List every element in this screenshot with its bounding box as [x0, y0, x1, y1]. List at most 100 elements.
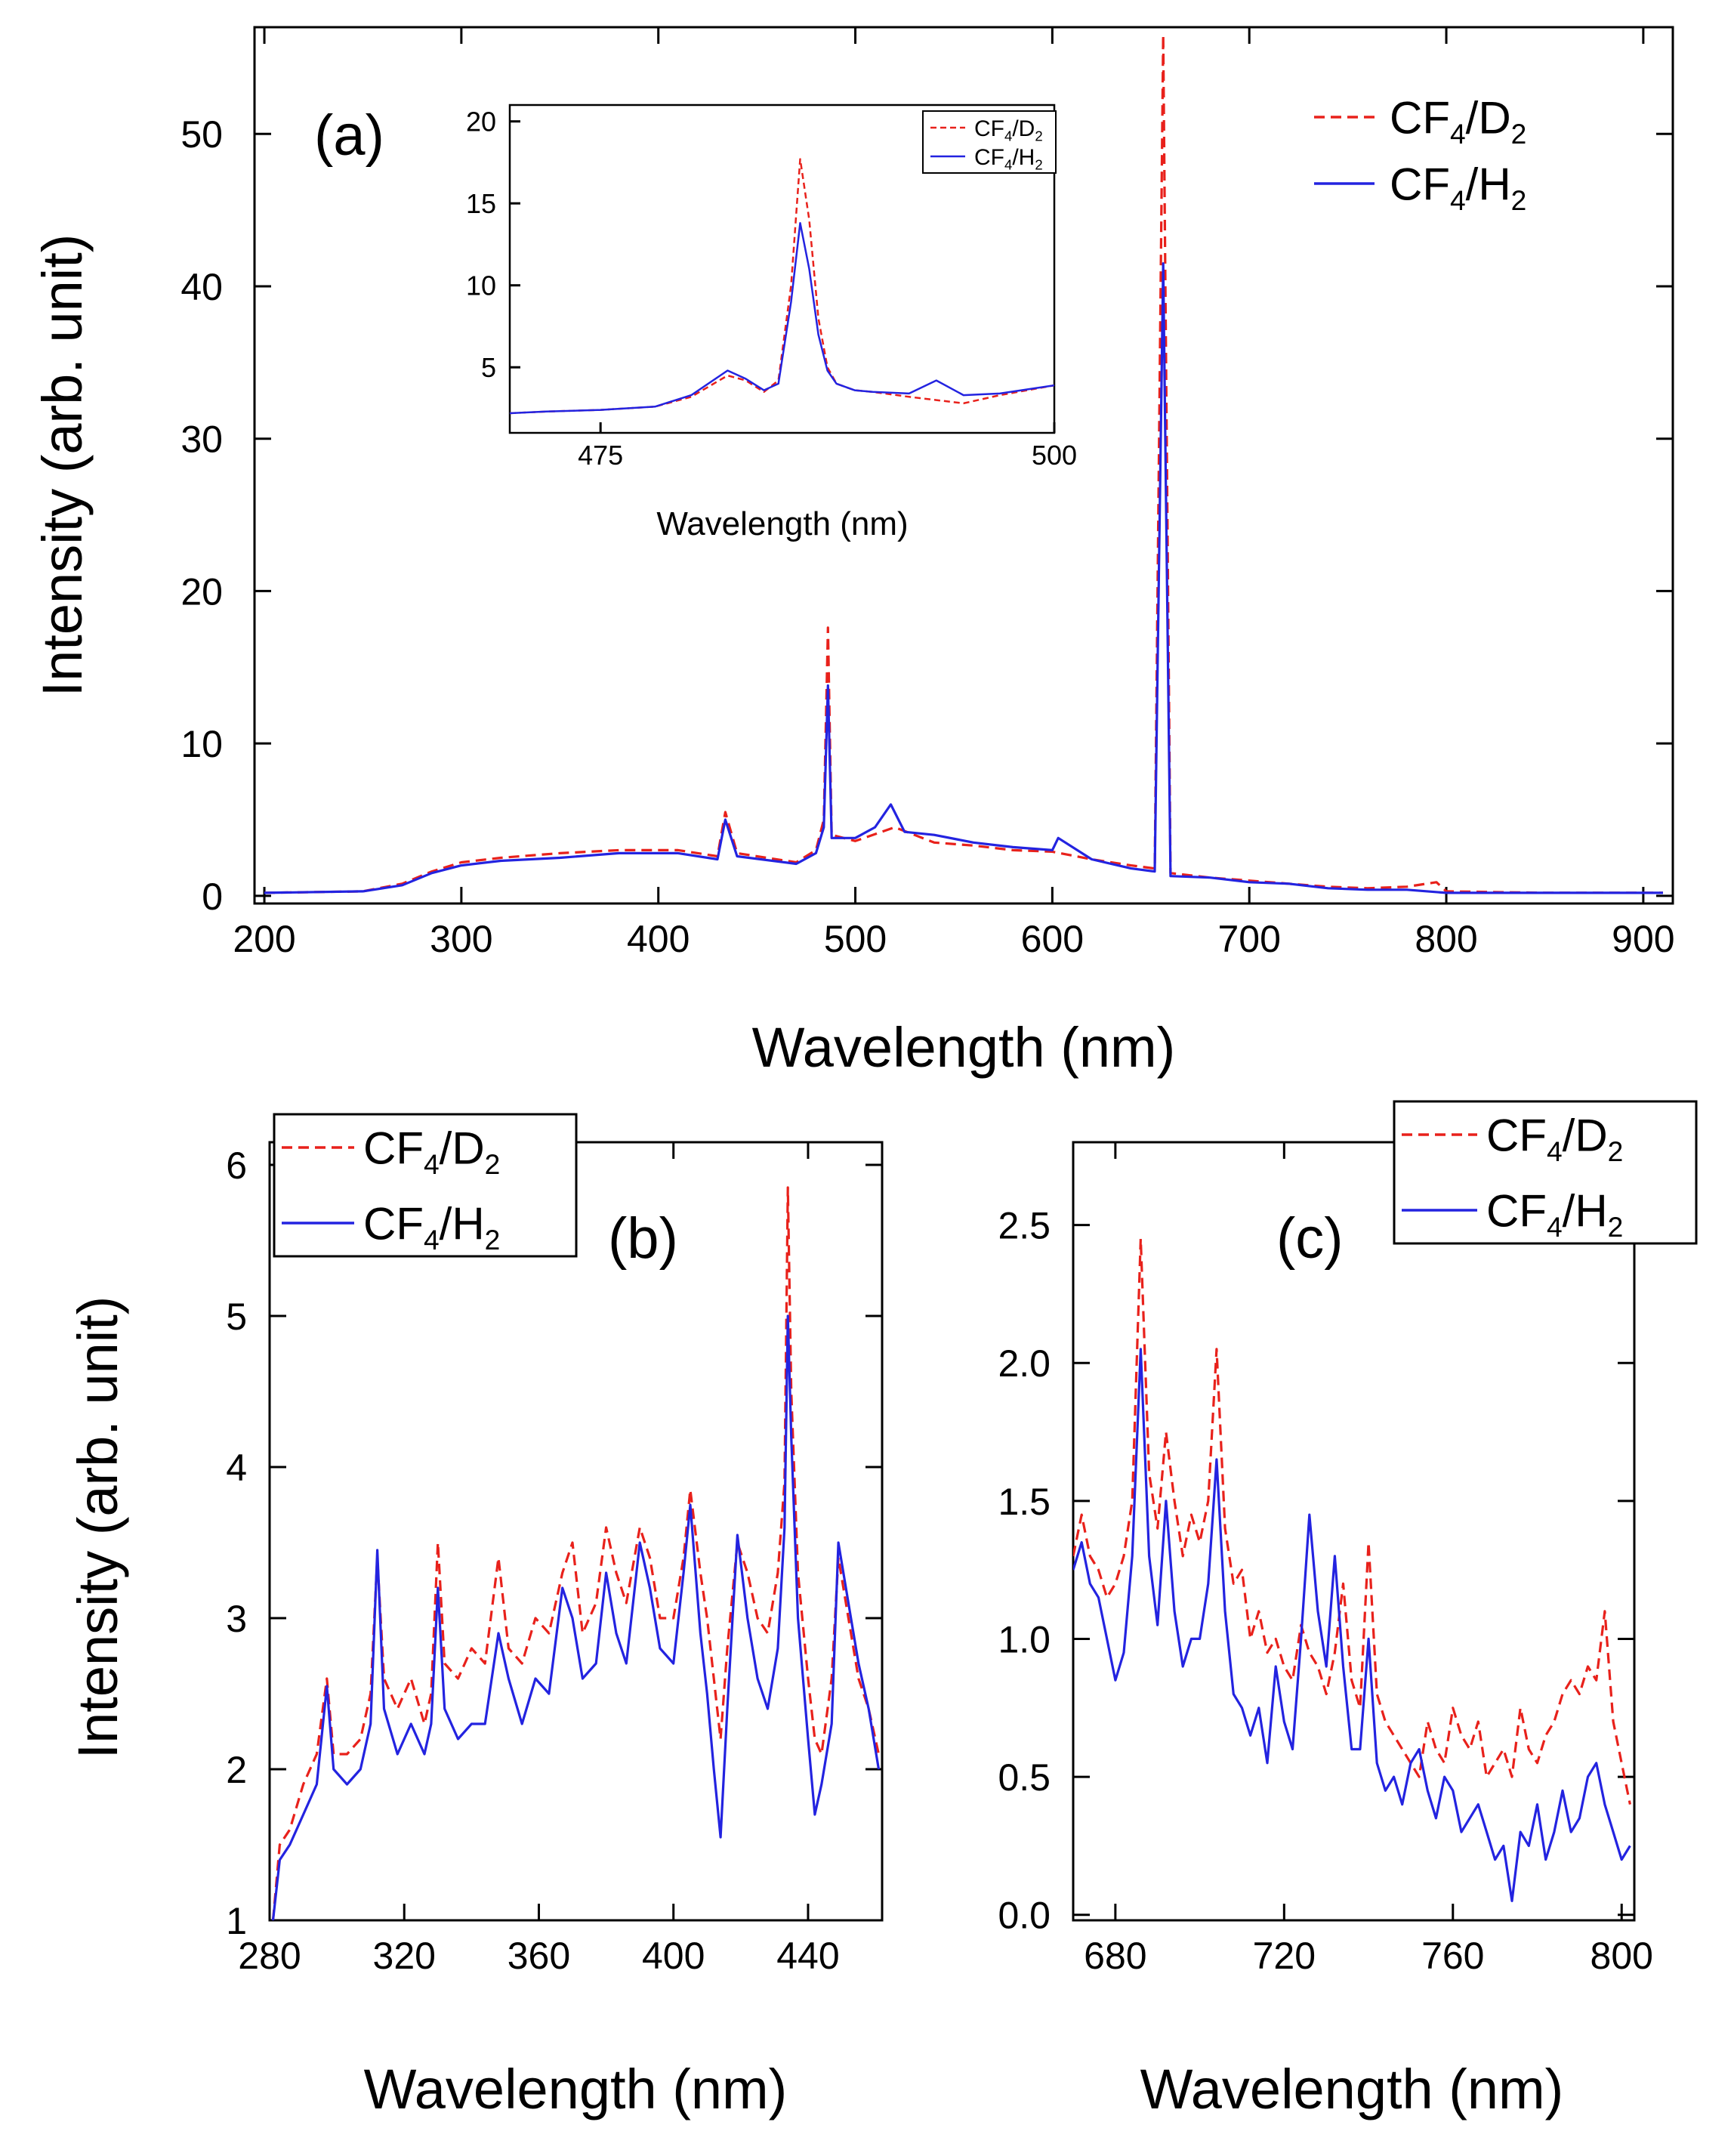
legend-sub1: 4 [1450, 184, 1466, 216]
legend-box [273, 1113, 578, 1258]
y-tick-label: 2.0 [998, 1342, 1051, 1385]
panel-a-label: (a) [314, 103, 384, 168]
panel-a-frame [253, 26, 1674, 905]
x-tick-label: 600 [1021, 918, 1084, 960]
panel-c-label: (c) [1276, 1206, 1344, 1271]
panel-a-ticks: 200 300 400 500 600 700 800 900 0 10 20 30 40 50 [180, 27, 1675, 960]
legend-label-d2: CF4/D2 [1390, 93, 1526, 150]
x-tick-label: 475 [578, 440, 623, 471]
y-tick-label: 4 [226, 1447, 247, 1489]
y-tick-label: 1.5 [998, 1481, 1051, 1523]
y-tick-label: 0.5 [998, 1756, 1051, 1799]
y-tick-label: 1.0 [998, 1618, 1051, 1660]
y-tick-label: 1 [226, 1900, 247, 1942]
panel-b-series [271, 1186, 881, 1920]
y-tick-label: 40 [180, 266, 223, 308]
inset-ticks: 475 500 5 10 15 20 [466, 107, 1077, 471]
y-tick-label: 50 [180, 113, 223, 156]
legend-mid: /H [1563, 1186, 1608, 1237]
legend-main: CF [1486, 1110, 1547, 1161]
x-tick-label: 320 [373, 1935, 436, 1977]
x-tick-label: 280 [238, 1935, 301, 1977]
legend-label-d2: CF4/D2 [363, 1123, 500, 1180]
legend-mid: /H [1466, 159, 1511, 210]
y-tick-label: 2.5 [998, 1205, 1051, 1247]
x-tick-label: 800 [1591, 1935, 1653, 1977]
legend-sub1: 4 [1004, 156, 1012, 172]
legend-sub2: 2 [1035, 156, 1042, 172]
inset-xlabel: Wavelength (nm) [656, 505, 908, 542]
y-tick-label: 2 [226, 1749, 247, 1791]
panel-c-series [1073, 1237, 1631, 1902]
legend-label-h2: CF4/H2 [974, 145, 1043, 173]
legend-label-d2: CF4/D2 [1486, 1110, 1623, 1167]
panel-b-ylabel: Intensity (arb. unit) [66, 1296, 129, 1759]
legend-mid: /D [440, 1123, 485, 1174]
inset-series [510, 158, 1054, 415]
legend-main: CF [1390, 159, 1450, 210]
legend-sub2: 2 [485, 1148, 501, 1180]
legend-main: CF [974, 145, 1004, 170]
panel-a-ylabel: Intensity (arb. unit) [31, 234, 94, 697]
legend-sub2: 2 [1511, 118, 1527, 150]
legend-sub1: 4 [1004, 128, 1012, 144]
y-tick-label: 10 [466, 270, 496, 301]
x-tick-label: 360 [508, 1935, 570, 1977]
legend-label-h2: CF4/H2 [1390, 159, 1526, 216]
x-tick-label: 760 [1421, 1935, 1484, 1977]
y-tick-label: 6 [226, 1144, 247, 1187]
legend-sub1: 4 [1450, 118, 1466, 150]
legend-sub1: 4 [424, 1148, 440, 1180]
legend-sub2: 2 [1511, 184, 1527, 216]
series-h2 [264, 262, 1663, 894]
y-tick-label: 5 [481, 352, 496, 383]
legend-label-h2: CF4/H2 [1486, 1186, 1623, 1243]
legend-main: CF [363, 1123, 424, 1174]
legend-mid: /H [440, 1199, 485, 1249]
y-tick-label: 20 [180, 570, 223, 613]
legend-label-d2: CF4/D2 [974, 116, 1043, 144]
y-tick-label: 0 [202, 876, 223, 918]
legend-sub1: 4 [1547, 1135, 1563, 1167]
panel-a-series [264, 33, 1663, 894]
panel-b-xlabel: Wavelength (nm) [364, 2058, 788, 2120]
x-tick-label: 720 [1253, 1935, 1316, 1977]
panel-a-xlabel: Wavelength (nm) [752, 1016, 1176, 1079]
legend-box [922, 110, 1057, 174]
legend-main: CF [363, 1199, 424, 1249]
y-tick-label: 15 [466, 188, 496, 219]
panel-c-frame [1072, 1141, 1636, 1922]
x-tick-label: 900 [1612, 918, 1674, 960]
y-tick-label: 10 [180, 723, 223, 765]
legend-sub2: 2 [1608, 1135, 1624, 1167]
x-tick-label: 440 [776, 1935, 839, 1977]
panel-b-ticks: 280 320 360 400 440 1 2 3 4 5 6 [226, 1142, 882, 1977]
y-tick-label: 0.0 [998, 1895, 1051, 1937]
x-tick-label: 300 [430, 918, 492, 960]
panel-b-frame [268, 1141, 884, 1922]
y-tick-label: 3 [226, 1598, 247, 1640]
legend-mid: /D [1012, 116, 1035, 141]
series-h2 [271, 1314, 881, 1920]
y-tick-label: 30 [180, 419, 223, 461]
legend-label-h2: CF4/H2 [363, 1199, 500, 1256]
legend-sub1: 4 [1547, 1211, 1563, 1243]
series-d2 [271, 1186, 881, 1920]
y-tick-label: 20 [466, 107, 496, 137]
series-h2 [1073, 1348, 1631, 1902]
x-tick-label: 200 [233, 918, 295, 960]
legend-mid: /D [1466, 93, 1511, 144]
series-h2 [510, 221, 1054, 415]
panel-c-ticks: 680 720 760 800 0.0 0.5 1.0 1.5 2.0 2.5 [998, 1142, 1653, 1977]
panel-b: 280 320 360 400 440 1 2 3 4 5 6 (b) Wavelength (nm… [66, 1113, 884, 2120]
x-tick-label: 400 [627, 918, 690, 960]
inset-frame [508, 103, 1056, 434]
x-tick-label: 700 [1217, 918, 1280, 960]
legend-sub2: 2 [1608, 1211, 1624, 1243]
